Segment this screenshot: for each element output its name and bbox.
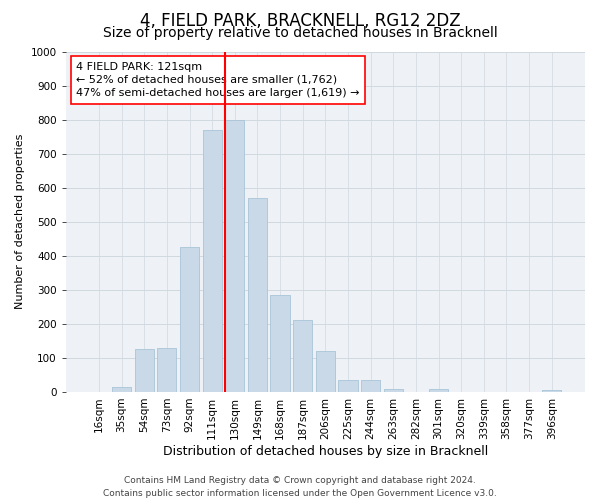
Bar: [157, 348, 176, 392]
Bar: [203, 130, 222, 392]
Bar: [542, 390, 562, 392]
Bar: [361, 380, 380, 392]
Bar: [429, 389, 448, 392]
Text: Size of property relative to detached houses in Bracknell: Size of property relative to detached ho…: [103, 26, 497, 40]
X-axis label: Distribution of detached houses by size in Bracknell: Distribution of detached houses by size …: [163, 444, 488, 458]
Bar: [383, 388, 403, 392]
Bar: [316, 351, 335, 392]
Bar: [248, 198, 267, 392]
Bar: [293, 320, 313, 392]
Bar: [134, 350, 154, 392]
Bar: [225, 120, 244, 392]
Bar: [338, 380, 358, 392]
Bar: [112, 387, 131, 392]
Text: Contains HM Land Registry data © Crown copyright and database right 2024.
Contai: Contains HM Land Registry data © Crown c…: [103, 476, 497, 498]
Text: 4, FIELD PARK, BRACKNELL, RG12 2DZ: 4, FIELD PARK, BRACKNELL, RG12 2DZ: [140, 12, 460, 30]
Y-axis label: Number of detached properties: Number of detached properties: [15, 134, 25, 310]
Bar: [180, 248, 199, 392]
Text: 4 FIELD PARK: 121sqm
← 52% of detached houses are smaller (1,762)
47% of semi-de: 4 FIELD PARK: 121sqm ← 52% of detached h…: [76, 62, 359, 98]
Bar: [271, 295, 290, 392]
